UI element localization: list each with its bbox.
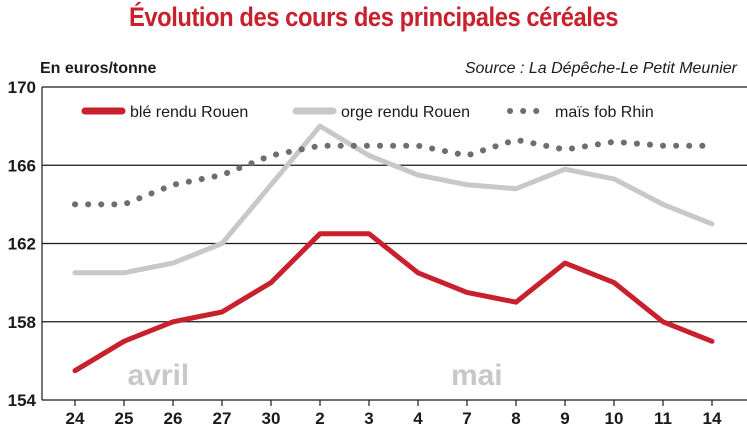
series-line-mais bbox=[72, 136, 715, 208]
legend-mais-label: maïs fob Rhin bbox=[555, 104, 654, 121]
y-tick-label: 162 bbox=[8, 235, 36, 254]
x-tick-label: 26 bbox=[164, 409, 183, 428]
x-tick-label: 2 bbox=[315, 409, 324, 428]
x-tick-label: 3 bbox=[364, 409, 373, 428]
unit-label: En euros/tonne bbox=[40, 60, 157, 77]
series-line-orge bbox=[72, 123, 715, 276]
x-tick-label: 10 bbox=[605, 409, 624, 428]
chart-title: Évolution des cours des principales céré… bbox=[128, 2, 619, 32]
legend-orge-label: orge rendu Rouen bbox=[341, 104, 470, 121]
x-tick-label: 9 bbox=[560, 409, 569, 428]
y-tick-label: 166 bbox=[8, 156, 36, 175]
x-tick-label: 25 bbox=[115, 409, 134, 428]
x-tick-label: 8 bbox=[511, 409, 520, 428]
month-label-mai: mai bbox=[451, 359, 503, 392]
x-tick-label: 14 bbox=[703, 409, 722, 428]
source-label: Source : La Dépêche-Le Petit Meunier bbox=[464, 60, 737, 77]
y-tick-label: 158 bbox=[8, 313, 36, 332]
x-tick-label: 7 bbox=[462, 409, 471, 428]
series-line-ble bbox=[72, 231, 715, 374]
x-tick-label: 27 bbox=[213, 409, 232, 428]
x-tick-label: 24 bbox=[66, 409, 85, 428]
y-tick-label: 154 bbox=[8, 391, 37, 410]
x-tick-label: 11 bbox=[654, 409, 672, 428]
month-label-avril: avril bbox=[127, 359, 189, 392]
legend-ble-label: blé rendu Rouen bbox=[130, 104, 248, 121]
y-tick-label: 170 bbox=[8, 78, 36, 97]
x-tick-label: 4 bbox=[413, 409, 423, 428]
x-tick-label: 30 bbox=[262, 409, 281, 428]
